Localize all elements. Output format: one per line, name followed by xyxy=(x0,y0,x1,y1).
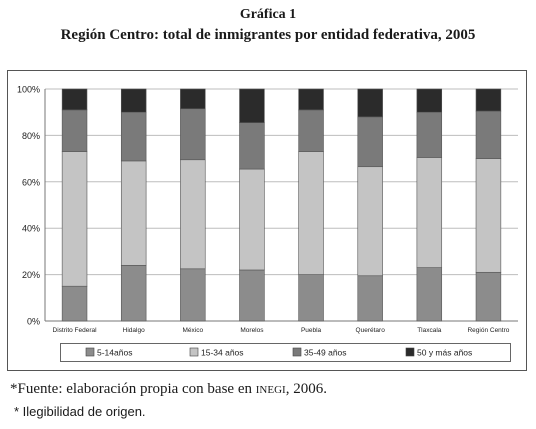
x-tick-label: Querétaro xyxy=(356,327,386,334)
legend-label: 50 y más años xyxy=(417,348,472,358)
bar-segment xyxy=(180,159,206,270)
bar-segment xyxy=(61,88,88,111)
bar-segment xyxy=(298,151,324,275)
bar-segment xyxy=(298,109,324,152)
x-tick-label: Distrito Federal xyxy=(53,327,98,334)
figure-label: Gráfica 1 xyxy=(239,7,297,22)
bar-segment xyxy=(239,168,265,271)
y-tick-label: 0% xyxy=(27,317,40,327)
bar-segment xyxy=(120,265,147,322)
bar-segment xyxy=(475,158,502,273)
legend-swatch xyxy=(292,347,302,357)
bar-segment xyxy=(61,109,88,152)
x-tick-label: Región Centro xyxy=(467,327,509,334)
bar-segment xyxy=(239,88,265,123)
legend-label: 35-49 años xyxy=(304,348,347,358)
bar-segment xyxy=(298,88,324,111)
chart-title: Región Centro: total de inmigrantes por … xyxy=(60,27,476,43)
bar-segment xyxy=(239,122,265,170)
legibility-note: * Ilegibilidad de origen. xyxy=(14,404,146,419)
legend-label: 15-34 años xyxy=(201,348,244,358)
legend-swatch xyxy=(189,347,199,357)
source-prefix: *Fuente: elaboración propia con base en xyxy=(10,381,256,397)
source-note: *Fuente: elaboración propia con base en … xyxy=(10,381,327,398)
bar-segment xyxy=(475,110,502,159)
bar-segment xyxy=(61,151,88,287)
bar-segment xyxy=(180,108,206,161)
bar-segment xyxy=(180,88,206,110)
bar-segment xyxy=(239,269,265,322)
legend-label: 5-14años xyxy=(97,348,132,358)
bar-segment xyxy=(357,116,383,168)
bar-segment xyxy=(61,285,88,322)
bar-segment xyxy=(120,160,147,266)
bar-segment xyxy=(357,166,383,277)
y-tick-label: 20% xyxy=(22,270,40,280)
legend-swatch xyxy=(405,347,415,357)
bar-segment xyxy=(416,157,443,268)
x-tick-label: Hidalgo xyxy=(123,327,145,334)
y-tick-label: 60% xyxy=(22,177,40,187)
bar-segment xyxy=(120,111,147,162)
bar-segment xyxy=(475,271,502,322)
y-tick-label: 40% xyxy=(22,224,40,234)
source-suffix: , 2006. xyxy=(285,381,327,397)
legend-box xyxy=(60,343,511,362)
bar-segment xyxy=(475,88,502,112)
x-tick-label: Morelos xyxy=(240,327,264,334)
bar-segment xyxy=(180,268,206,322)
y-tick-label: 80% xyxy=(22,131,40,141)
bar-segment xyxy=(120,88,147,113)
x-tick-label: Tlaxcala xyxy=(417,327,442,334)
bar-segment xyxy=(298,274,324,322)
source-org: inegi xyxy=(255,381,286,397)
y-tick-label: 100% xyxy=(17,85,40,95)
bar-segment xyxy=(416,267,443,322)
bar-segment xyxy=(357,88,383,118)
legend-swatch xyxy=(85,347,95,357)
bar-segment xyxy=(357,275,383,322)
x-tick-label: México xyxy=(183,327,204,334)
x-tick-label: Puebla xyxy=(301,327,322,334)
bar-segment xyxy=(416,88,443,113)
bar-segment xyxy=(416,111,443,158)
